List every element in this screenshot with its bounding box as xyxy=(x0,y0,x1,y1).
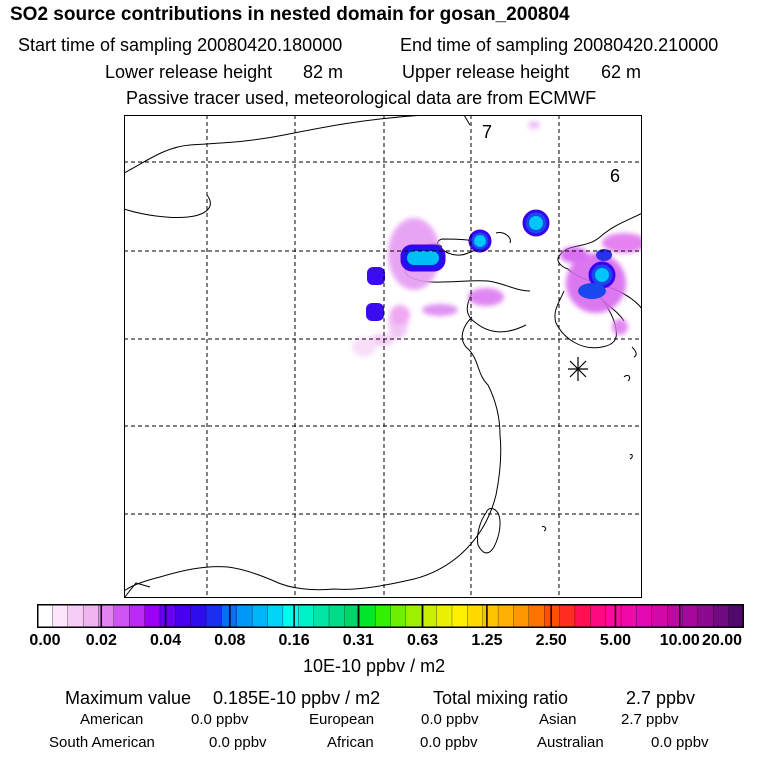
american-label: American xyxy=(80,711,144,728)
colorbar-tick-label: 1.25 xyxy=(471,632,503,649)
colorbar-swatch xyxy=(636,604,653,628)
colorbar-tick-label: 20.00 xyxy=(701,632,743,649)
colorbar-swatch xyxy=(390,604,407,628)
colorbar-swatch xyxy=(267,604,284,628)
colorbar-swatch xyxy=(328,604,346,628)
colorbar-swatch xyxy=(52,604,69,628)
colorbar-swatch xyxy=(144,604,161,628)
lower-release-label: Lower release height xyxy=(105,62,273,82)
colorbar xyxy=(37,604,744,628)
sampling-start: Start time of sampling 20080420.180000 xyxy=(18,35,343,55)
colorbar-swatch xyxy=(405,604,422,628)
total-mixing-value: 2.7 ppbv xyxy=(626,688,696,708)
colorbar-swatch xyxy=(605,604,622,628)
colorbar-swatch xyxy=(113,604,130,628)
colorbar-swatch xyxy=(697,604,715,628)
european-label: European xyxy=(309,711,375,728)
colorbar-swatch xyxy=(682,604,699,628)
australian-label: Australian xyxy=(537,734,604,751)
colorbar-swatch xyxy=(497,604,515,628)
colorbar-tick-label: 0.00 xyxy=(29,632,61,649)
colorbar-swatch xyxy=(421,604,438,628)
plot-title: SO2 source contributions in nested domai… xyxy=(10,4,570,25)
asian-label: Asian xyxy=(539,711,577,728)
european-value: 0.0 ppbv xyxy=(421,711,479,728)
colorbar-tick-label: 0.02 xyxy=(85,632,117,649)
colorbar-tick-label: 0.08 xyxy=(214,632,246,649)
max-value-label: Maximum value xyxy=(65,688,192,708)
total-mixing-label: Total mixing ratio xyxy=(433,688,569,708)
max-value: 0.185E-10 ppbv / m2 xyxy=(213,688,381,708)
colorbar-swatch xyxy=(67,604,84,628)
tracer-note: Passive tracer used, meteorological data… xyxy=(126,88,597,108)
colorbar-swatch xyxy=(651,604,668,628)
colorbar-tick-label: 5.00 xyxy=(599,632,632,649)
colorbar-unit: 10E-10 ppbv / m2 xyxy=(303,656,446,676)
colorbar-swatch xyxy=(574,604,592,628)
colorbar-swatch xyxy=(667,604,684,628)
colorbar-tick-label: 10.00 xyxy=(659,632,700,649)
colorbar-swatch xyxy=(159,604,177,628)
upper-release-value: 62 m xyxy=(601,62,642,82)
colorbar-tick-label: 0.04 xyxy=(149,632,182,649)
sampling-end: End time of sampling 20080420.210000 xyxy=(400,35,719,55)
colorbar-swatch xyxy=(205,604,223,628)
colorbar-swatch xyxy=(590,604,607,628)
colorbar-swatch xyxy=(282,604,300,628)
contour-label-7: 7 xyxy=(482,122,492,142)
colorbar-tick-label: 0.31 xyxy=(342,632,374,649)
colorbar-swatch xyxy=(359,604,376,628)
american-value: 0.0 ppbv xyxy=(191,711,249,728)
colorbar-swatch xyxy=(175,604,192,628)
african-value: 0.0 ppbv xyxy=(420,734,478,751)
receptor-star-icon xyxy=(568,357,588,381)
australian-value: 0.0 ppbv xyxy=(651,734,709,751)
colorbar-swatch xyxy=(544,604,561,628)
lower-release-value: 82 m xyxy=(303,62,344,82)
colorbar-swatch xyxy=(528,604,545,628)
colorbar-swatch xyxy=(620,604,638,628)
colorbar-swatch xyxy=(451,604,469,628)
colorbar-swatch xyxy=(482,604,499,628)
colorbar-swatch xyxy=(713,604,730,628)
colorbar-tick-label: 2.50 xyxy=(535,632,567,649)
colorbar-swatch xyxy=(298,604,315,628)
colorbar-swatch xyxy=(728,604,744,628)
graticule xyxy=(124,115,642,598)
colorbar-swatch xyxy=(559,604,576,628)
colorbar-swatch xyxy=(313,604,330,628)
colorbar-tick-label: 0.16 xyxy=(278,632,310,649)
upper-release-label: Upper release height xyxy=(402,62,570,82)
colorbar-swatch xyxy=(436,604,453,628)
colorbar-swatch xyxy=(129,604,146,628)
colorbar-tick-label: 0.63 xyxy=(407,632,439,649)
colorbar-swatch xyxy=(252,604,269,628)
colorbar-swatch xyxy=(467,604,484,628)
south-american-label: South American xyxy=(49,734,155,751)
colorbar-swatch xyxy=(374,604,392,628)
colorbar-swatch xyxy=(190,604,207,628)
south-american-value: 0.0 ppbv xyxy=(209,734,267,751)
concentration-map: 7 6 xyxy=(124,115,642,598)
map-frame xyxy=(124,115,642,598)
asian-value: 2.7 ppbv xyxy=(621,711,679,728)
contour-label-6: 6 xyxy=(610,166,620,186)
coastlines xyxy=(124,115,642,598)
plume-field xyxy=(352,121,642,357)
colorbar-swatch xyxy=(236,604,253,628)
colorbar-swatch xyxy=(513,604,530,628)
colorbar-swatch xyxy=(82,604,100,628)
colorbar-swatch xyxy=(37,604,54,628)
african-label: African xyxy=(327,734,374,751)
